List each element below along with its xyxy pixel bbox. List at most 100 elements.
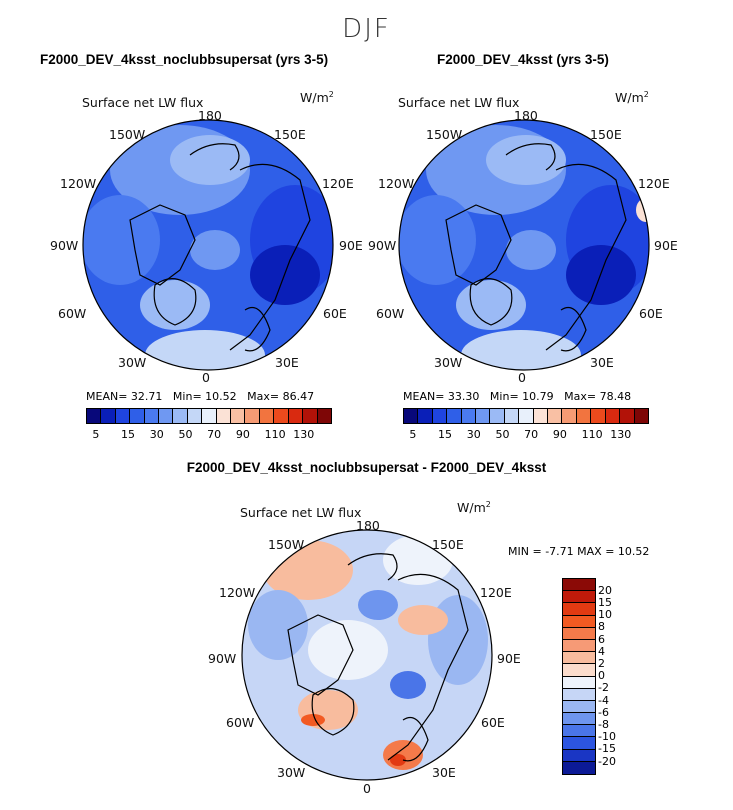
diff-colorbar-swatch xyxy=(563,639,595,653)
colorbar-swatch xyxy=(447,409,462,423)
panel3-region-scand-pos xyxy=(383,740,423,770)
colorbar-tick-label: 130 xyxy=(610,428,632,441)
panel3-region-arctic xyxy=(308,620,388,680)
colorbar-swatch xyxy=(173,409,188,423)
panel1-lon-180: 180 xyxy=(198,108,222,123)
panel2-lon-150e: 150E xyxy=(590,127,622,142)
panel3-lon-120e: 120E xyxy=(480,585,512,600)
colorbar-tick-label: 50 xyxy=(495,428,510,441)
panel3-lon-90e: 90E xyxy=(497,651,521,666)
panel2-lon-120w: 120W xyxy=(378,176,415,191)
colorbar-tick-label: 70 xyxy=(524,428,539,441)
diff-colorbar-tick-label: 2 xyxy=(598,656,605,670)
panel2-lon-30e: 30E xyxy=(590,355,614,370)
colorbar-tick-label: 90 xyxy=(552,428,567,441)
panel2-lon-60e: 60E xyxy=(639,306,663,321)
panel1-lon-120e: 120E xyxy=(322,176,354,191)
panel3-coast-greenland xyxy=(311,688,355,736)
diff-colorbar xyxy=(562,578,596,775)
panel1-lon-60w: 60W xyxy=(58,306,87,321)
panel1-lon-30e: 30E xyxy=(275,355,299,370)
colorbar-swatch xyxy=(144,409,160,423)
panel1-map-boundary xyxy=(82,119,334,371)
diff-colorbar-tick-label: 20 xyxy=(598,583,612,597)
colorbar-swatch xyxy=(620,409,635,423)
panel3-region-urals-neg xyxy=(390,671,426,699)
panel3-lon-180: 180 xyxy=(356,518,380,533)
diff-colorbar-tick-label: -10 xyxy=(598,730,616,744)
season-title: DJF xyxy=(342,14,391,44)
colorbar-swatch xyxy=(533,409,549,423)
colorbar-swatch xyxy=(274,409,289,423)
panel2-lon-150w: 150W xyxy=(426,127,463,142)
panel2-lon-90w: 90W xyxy=(368,238,397,253)
panel1-coast-greenland xyxy=(153,278,197,326)
panel1-lon-30w: 30W xyxy=(118,355,147,370)
colorbar-swatch xyxy=(231,409,246,423)
diff-colorbar-tick-label: -20 xyxy=(598,754,616,768)
colorbar-swatch xyxy=(562,409,577,423)
colorbar-swatch xyxy=(101,409,116,423)
panel1-coast-scandinavia xyxy=(244,306,271,352)
diff-colorbar-tick-label: 15 xyxy=(598,595,612,609)
panel3-lon-150w: 150W xyxy=(268,537,305,552)
panel3-lon-60e: 60E xyxy=(481,715,505,730)
panel3-lon-60w: 60W xyxy=(226,715,255,730)
panel2-lon-120e: 120E xyxy=(638,176,670,191)
diff-colorbar-tick-label: -15 xyxy=(598,742,616,756)
panel3-region-greenland-hot xyxy=(301,714,325,726)
panel1-lon-90w: 90W xyxy=(50,238,79,253)
colorbar-swatch xyxy=(461,409,477,423)
panel3-coast-bering xyxy=(347,553,398,581)
panel2-map xyxy=(398,119,650,371)
panel3-min: -7.71 xyxy=(545,545,574,558)
panel1-region-canada xyxy=(83,195,160,285)
panel2-coast-scandinavia xyxy=(560,306,587,352)
colorbar-swatch xyxy=(159,409,174,423)
diff-colorbar-tick-label: -6 xyxy=(598,705,609,719)
panel1-region-bering xyxy=(170,135,250,185)
colorbar-swatch xyxy=(130,409,145,423)
panel3-coast-scandinavia xyxy=(402,716,429,762)
panel3-lon-150e: 150E xyxy=(432,537,464,552)
diff-colorbar-tick-label: -8 xyxy=(598,717,609,731)
colorbar-tick-label: 90 xyxy=(235,428,250,441)
panel2-region-arctic xyxy=(506,230,556,270)
panel3-lon-30w: 30W xyxy=(277,765,306,780)
colorbar-swatch xyxy=(418,409,433,423)
panel2-max: 78.48 xyxy=(599,390,632,403)
panel3-map-boundary xyxy=(241,529,493,781)
panel1-stats: MEAN= 32.71 Min= 10.52 Max= 86.47 xyxy=(86,390,315,403)
panel2-variable: Surface net LW flux xyxy=(398,95,520,110)
panel1-region-greenland xyxy=(140,280,210,330)
panel2-coast-eurasia xyxy=(545,163,627,351)
panel2-lon-0: 0 xyxy=(518,370,526,385)
panel1-lon-90e: 90E xyxy=(339,238,363,253)
panel2-mean: 33.30 xyxy=(447,390,480,403)
panel3-region-siberia-pos xyxy=(398,605,448,635)
colorbar-swatch xyxy=(432,409,448,423)
diff-colorbar-ticks: 20 15 10 8 6 4 2 0 -2 -4 -6 -8 -10 -15 -20 xyxy=(598,578,648,778)
diff-colorbar-swatch xyxy=(563,615,595,628)
panel1-lon-0: 0 xyxy=(202,370,210,385)
panel1-map xyxy=(82,119,334,371)
colorbar-swatch xyxy=(519,409,534,423)
colorbar-tick-label: 5 xyxy=(92,428,100,441)
panel1-coast-canada xyxy=(129,204,196,286)
diff-colorbar-swatch xyxy=(563,664,595,677)
diff-colorbar-swatch xyxy=(563,761,595,774)
colorbar-swatch xyxy=(87,409,102,423)
panel2-region-greenland xyxy=(456,280,526,330)
diff-colorbar-tick-label: 8 xyxy=(598,620,605,634)
panel1-coast-eurasia xyxy=(229,163,311,351)
colorbar-swatch xyxy=(115,409,131,423)
panel1-lon-120w: 120W xyxy=(60,176,97,191)
colorbar-swatch xyxy=(490,409,505,423)
panel1-mean: 32.71 xyxy=(130,390,163,403)
panel2-map-boundary xyxy=(398,119,650,371)
panel1-coast-bering xyxy=(189,143,240,171)
colorbar-swatch xyxy=(187,409,203,423)
colorbar-swatch xyxy=(591,409,606,423)
colorbar-tick-label: 30 xyxy=(466,428,481,441)
diff-colorbar-tick-label: 10 xyxy=(598,608,612,622)
